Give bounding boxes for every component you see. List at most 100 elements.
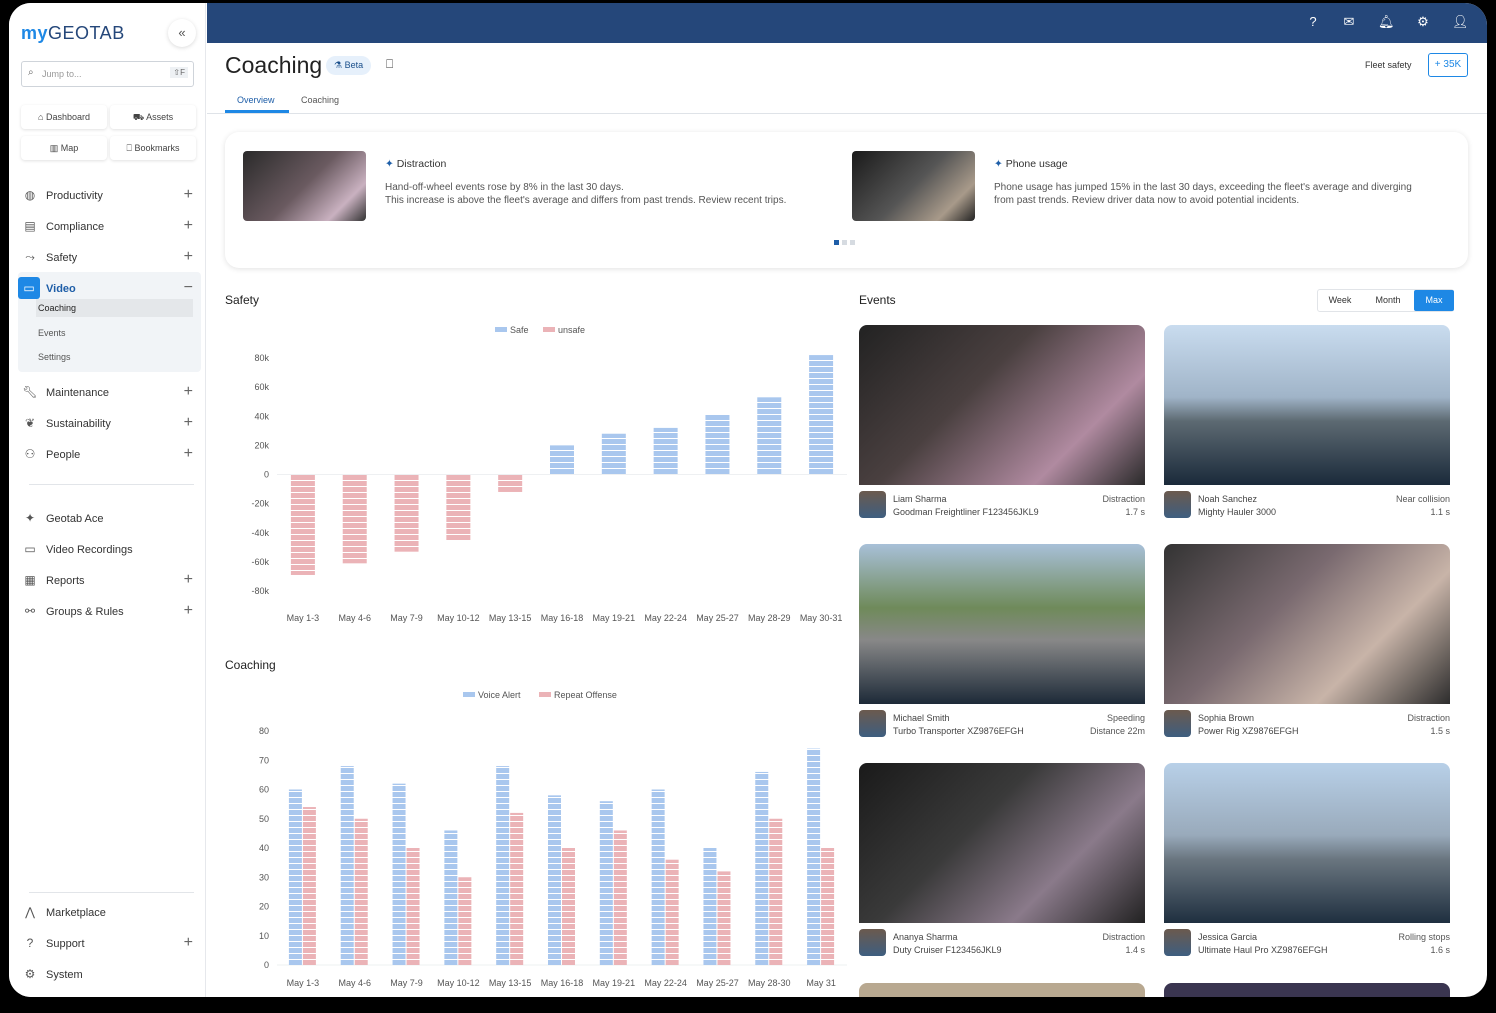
carousel-dot-active[interactable] xyxy=(834,240,839,245)
sidebar-item-system[interactable]: ⚙ System xyxy=(18,961,201,989)
sidebar-item-maintenance[interactable]: 🔧︎ Maintenance + xyxy=(18,379,201,407)
sidebar-sub-coaching[interactable]: Coaching xyxy=(36,299,193,317)
x-tick-label: May 10-12 xyxy=(437,613,480,623)
label: Safety xyxy=(46,252,78,264)
label: Sustainability xyxy=(46,418,111,430)
bar-repeat-offense xyxy=(613,830,627,965)
bookmark-icon[interactable]: ⎕ xyxy=(386,57,394,71)
carousel-dot[interactable] xyxy=(850,240,855,245)
top-bar: ? ✉ 🔔︎ ⚙ 👤︎ xyxy=(207,3,1487,43)
sidebar-item-video-recordings[interactable]: ▭ Video Recordings xyxy=(18,536,201,564)
event-driver[interactable]: Michael Smith Turbo Transporter XZ9876EFG… xyxy=(893,712,1024,737)
driver-name: Liam Sharma xyxy=(893,494,947,504)
help-icon[interactable]: ? xyxy=(1309,14,1317,29)
expand-plus-icon[interactable]: + xyxy=(183,217,193,234)
distraction-thumbnail[interactable] xyxy=(243,151,366,221)
event-driver[interactable]: Jessica Garcia Ultimate Haul Pro XZ9876EF… xyxy=(1198,931,1328,956)
insights-carousel: ✦ Distraction Hand-off-wheel events rose… xyxy=(225,132,1468,268)
user-icon[interactable]: 👤︎ xyxy=(1452,14,1469,29)
bookmarks-button[interactable]: ⎕ Bookmarks xyxy=(110,136,196,160)
expand-plus-icon[interactable]: + xyxy=(183,414,193,431)
sidebar-item-video[interactable]: ▭ Video − xyxy=(18,275,201,303)
chevrons-left-icon: « xyxy=(178,25,186,40)
expand-plus-icon[interactable]: + xyxy=(183,383,193,400)
flask-icon: ⚗ xyxy=(334,60,345,70)
range-max[interactable]: Max xyxy=(1414,290,1454,311)
legend-swatch xyxy=(495,327,507,332)
sidebar-item-productivity[interactable]: ◍ Productivity + xyxy=(18,182,201,210)
page-title: Coaching xyxy=(225,52,323,78)
sidebar-item-geotab-ace[interactable]: ✦ Geotab Ace xyxy=(18,505,201,533)
sidebar-sub-settings[interactable]: Settings xyxy=(38,352,71,362)
expand-plus-icon[interactable]: + xyxy=(183,934,193,951)
expand-plus-icon[interactable]: + xyxy=(183,445,193,462)
collapse-sidebar-button[interactable]: « xyxy=(168,19,196,47)
sidebar-item-safety[interactable]: ⤳ Safety + xyxy=(18,244,201,272)
bar-unsafe xyxy=(498,474,523,492)
label: Assets xyxy=(146,112,174,122)
label: Video Recordings xyxy=(46,544,133,556)
bar-voice-alert xyxy=(444,830,458,965)
gear-icon[interactable]: ⚙ xyxy=(1417,14,1429,29)
sidebar-item-groups-rules[interactable]: ⚯ Groups & Rules + xyxy=(18,598,201,626)
mail-icon[interactable]: ✉ xyxy=(1343,14,1355,29)
marketplace-icon: ⋀ xyxy=(25,905,35,919)
label: Geotab Ace xyxy=(46,513,104,525)
sidebar-item-people[interactable]: ⚇ People + xyxy=(18,441,201,469)
tab-divider xyxy=(207,113,1487,114)
sidebar-item-reports[interactable]: ▦ Reports + xyxy=(18,567,201,595)
event-driver[interactable]: Liam Sharma Goodman Freightliner F123456J… xyxy=(893,493,1039,518)
fleet-safety-label: Fleet safety xyxy=(1365,60,1412,70)
sidebar-item-marketplace[interactable]: ⋀ Marketplace xyxy=(18,899,201,927)
phone-usage-thumbnail[interactable] xyxy=(852,151,975,221)
label: Productivity xyxy=(46,190,103,202)
sidebar-item-compliance[interactable]: ▤ Compliance + xyxy=(18,213,201,241)
expand-plus-icon[interactable]: + xyxy=(183,248,193,265)
bar-repeat-offense xyxy=(717,871,731,965)
expand-plus-icon[interactable]: + xyxy=(183,571,193,588)
sidebar-sub-events[interactable]: Events xyxy=(38,328,66,338)
event-video-thumbnail[interactable] xyxy=(1164,763,1450,923)
bar-unsafe xyxy=(342,474,367,564)
bell-icon[interactable]: 🔔︎ xyxy=(1378,14,1395,29)
dashboard-button[interactable]: ⌂ Dashboard xyxy=(21,105,107,129)
event-video-thumbnail[interactable] xyxy=(1164,544,1450,704)
expand-plus-icon[interactable]: + xyxy=(183,186,193,203)
logo[interactable]: myGEOTAB xyxy=(21,23,125,44)
map-button[interactable]: ▥ Map xyxy=(21,136,107,160)
expand-plus-icon[interactable]: + xyxy=(183,602,193,619)
carousel-dot[interactable] xyxy=(842,240,847,245)
event-driver[interactable]: Ananya Sharma Duty Cruiser F123456JKL9 xyxy=(893,931,1002,956)
x-tick-label: May 1-3 xyxy=(287,613,320,623)
collapse-minus-icon[interactable]: − xyxy=(183,279,193,296)
sidebar-item-support[interactable]: ? Support + xyxy=(18,930,201,958)
x-tick-label: May 16-18 xyxy=(541,613,584,623)
truck-icon: ⛟ xyxy=(132,112,147,122)
y-tick-label: 0 xyxy=(264,470,269,480)
event-video-thumbnail[interactable] xyxy=(1164,983,1450,997)
bar-unsafe xyxy=(290,474,315,575)
event-driver[interactable]: Sophia Brown Power Rig XZ9876EFGH xyxy=(1198,712,1299,737)
tab-overview[interactable]: Overview xyxy=(237,95,275,105)
assets-button[interactable]: ⛟ Assets xyxy=(110,105,196,129)
tab-coaching[interactable]: Coaching xyxy=(301,95,340,105)
x-tick-label: May 13-15 xyxy=(489,978,532,988)
vehicle-name: Power Rig XZ9876EFGH xyxy=(1198,725,1299,736)
range-week[interactable]: Week xyxy=(1328,295,1352,305)
event-video-thumbnail[interactable] xyxy=(859,763,1145,923)
event-video-thumbnail[interactable] xyxy=(1164,325,1450,485)
bar-voice-alert xyxy=(703,848,717,965)
jump-to-search[interactable]: ⌕ Jump to... ⇧F xyxy=(21,61,194,87)
fleet-safety-button[interactable]: + 35K xyxy=(1428,53,1468,77)
legend-swatch xyxy=(543,327,555,332)
video-group xyxy=(18,272,201,372)
event-driver[interactable]: Noah Sanchez Mighty Hauler 3000 xyxy=(1198,493,1276,518)
event-video-thumbnail[interactable] xyxy=(859,325,1145,485)
label: Map xyxy=(60,143,79,153)
event-video-thumbnail[interactable] xyxy=(859,983,1145,997)
driver-avatar xyxy=(1164,929,1191,956)
coaching-chart: Voice Alert Repeat Offense 80 70 60 50 40 30 20 1… xyxy=(259,690,847,988)
event-video-thumbnail[interactable] xyxy=(859,544,1145,704)
sidebar-item-sustainability[interactable]: ❦ Sustainability + xyxy=(18,410,201,438)
range-month[interactable]: Month xyxy=(1375,295,1401,305)
